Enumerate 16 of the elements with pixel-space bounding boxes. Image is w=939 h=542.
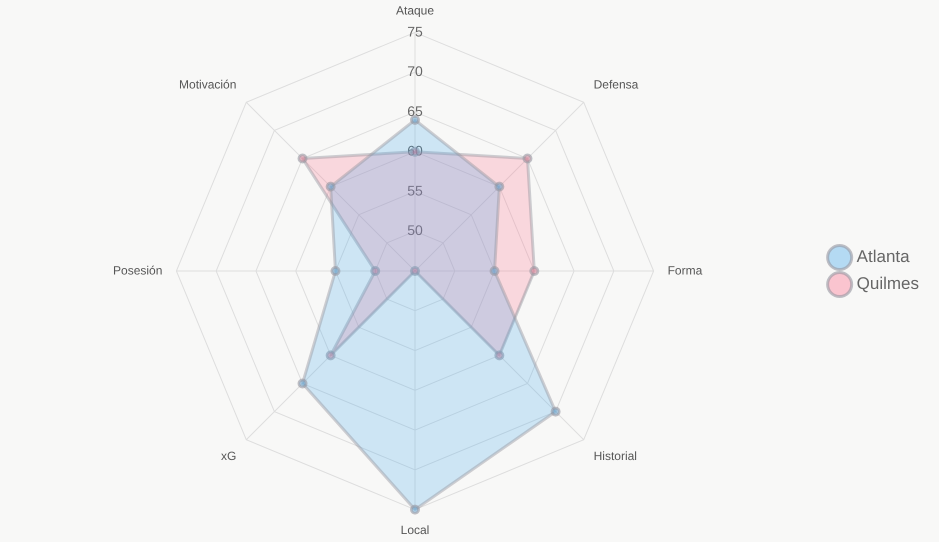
spoke-label: Defensa: [594, 77, 639, 92]
spoke-label: Historial: [594, 449, 637, 464]
legend-label: Atlanta: [856, 247, 910, 266]
y-tick-label: 55: [407, 182, 423, 198]
spoke-label: Posesión: [113, 263, 162, 278]
legend-label: Quilmes: [856, 274, 920, 294]
spoke-label: Motivación: [179, 77, 236, 92]
spoke-label: Ataque: [396, 4, 434, 18]
spoke-label: Forma: [668, 263, 703, 278]
y-tick-label: 75: [407, 23, 423, 40]
y-tick-label: 50: [407, 222, 423, 238]
spoke-label: Local: [400, 523, 430, 538]
y-tick-label: 70: [407, 63, 423, 80]
y-tick-label: 60: [407, 142, 423, 159]
y-tick-label: 65: [407, 102, 423, 119]
spoke-label: xG: [221, 449, 236, 464]
